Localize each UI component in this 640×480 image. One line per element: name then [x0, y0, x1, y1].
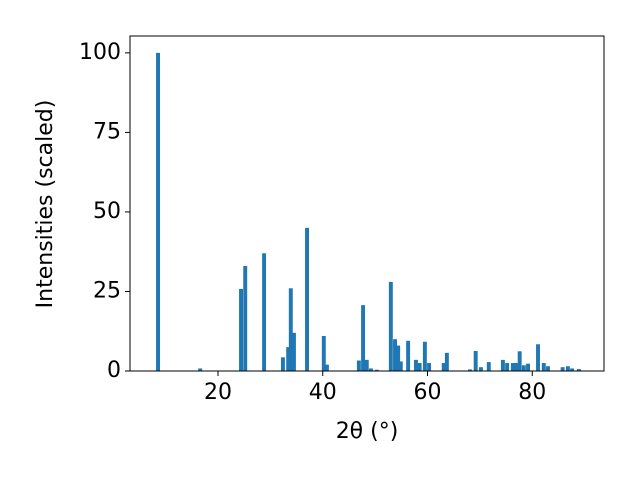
bar	[422, 341, 427, 371]
bar	[565, 366, 570, 371]
bar	[393, 339, 397, 371]
bar	[239, 288, 244, 371]
bar	[305, 227, 309, 371]
bar	[280, 357, 285, 371]
bar	[364, 359, 369, 371]
x-tick-label: 20	[204, 380, 232, 405]
bar	[576, 369, 581, 371]
bar	[361, 305, 366, 371]
bar	[545, 366, 550, 371]
bar	[414, 359, 418, 371]
bar	[288, 288, 293, 371]
bar	[505, 363, 510, 371]
bar	[396, 345, 401, 371]
bar	[398, 361, 403, 371]
bar	[368, 368, 373, 371]
bar	[526, 363, 531, 371]
bar	[198, 368, 203, 371]
x-tick-label: 60	[413, 380, 441, 405]
plot-frame	[129, 35, 605, 372]
y-tick-label: 50	[93, 199, 121, 224]
bar	[324, 364, 329, 371]
bar	[374, 369, 379, 371]
bar	[156, 52, 160, 371]
bar	[286, 347, 291, 371]
bar	[444, 352, 449, 371]
bar	[406, 340, 411, 371]
x-tick-label: 40	[309, 380, 337, 405]
bar	[427, 363, 432, 371]
bar	[441, 363, 446, 371]
bar	[521, 365, 526, 371]
bar	[570, 368, 575, 371]
y-tick-label: 0	[107, 358, 121, 383]
y-tick-label: 100	[79, 40, 121, 65]
bar	[262, 253, 267, 371]
bar	[243, 266, 248, 371]
bar	[510, 363, 515, 371]
bar	[478, 367, 483, 371]
x-axis-label: 2θ (°)	[336, 419, 399, 444]
bar	[517, 351, 522, 371]
bar	[500, 359, 505, 371]
bar	[467, 369, 472, 371]
bar	[560, 367, 565, 371]
y-axis-label: Intensities (scaled)	[33, 100, 58, 309]
y-tick-label: 75	[93, 119, 121, 144]
bar	[291, 332, 296, 371]
bar	[388, 281, 393, 371]
y-tick-label: 25	[93, 278, 121, 303]
bar	[486, 362, 491, 371]
bar	[514, 363, 518, 371]
bar	[473, 350, 478, 371]
bar	[541, 363, 546, 371]
bar	[321, 336, 326, 371]
bar	[536, 344, 540, 371]
x-tick-label: 80	[518, 380, 546, 405]
bar	[356, 360, 361, 371]
bar	[417, 363, 422, 371]
